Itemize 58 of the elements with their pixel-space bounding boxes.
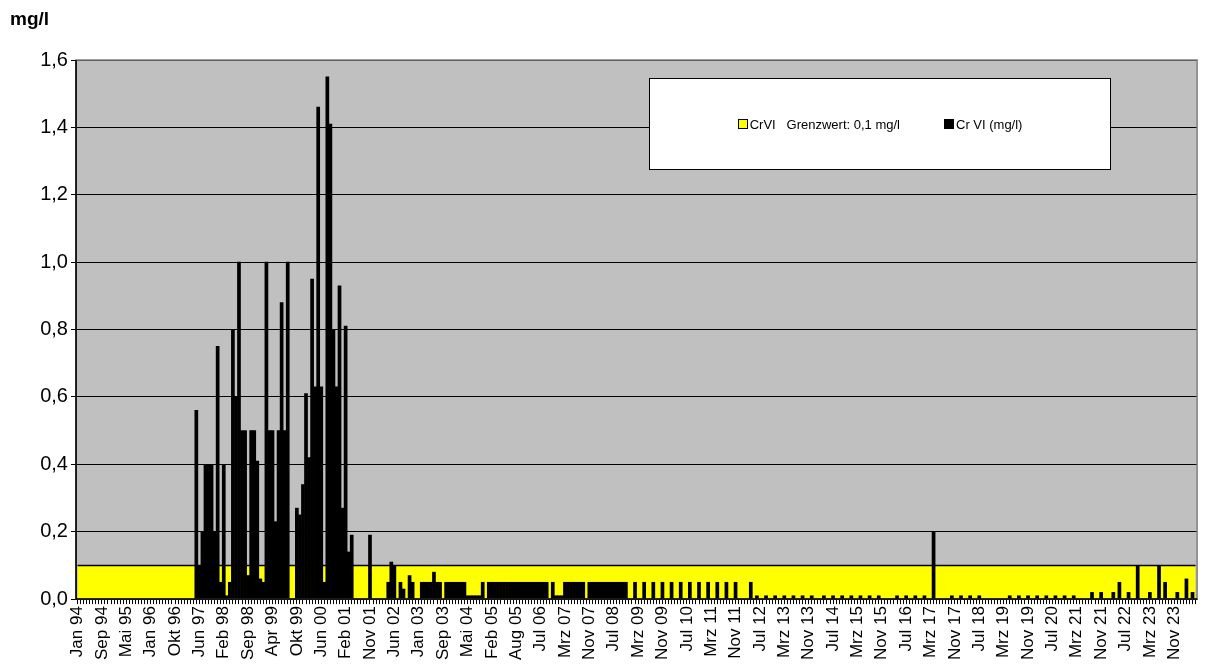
x-tick-label: Jul 06	[530, 606, 550, 652]
x-tick-label: Mrz 19	[993, 606, 1013, 659]
x-tick-label: Apr 99	[262, 606, 282, 657]
x-tick-label: Mrz 09	[627, 606, 647, 659]
y-tick-label: 0,6	[40, 384, 68, 407]
x-tick-label: Jan 96	[140, 606, 160, 658]
x-tick-label: Okt 96	[164, 606, 184, 657]
x-tick-label: Feb 01	[335, 606, 355, 660]
x-tick-label: Jul 10	[676, 606, 696, 652]
x-tick-label: Feb 98	[213, 606, 233, 660]
x-tick-label: Jan 94	[67, 606, 87, 658]
x-tick-label: Jun 00	[310, 606, 330, 658]
x-tick-label: Mrz 17	[920, 606, 940, 659]
y-tick-label: 0,4	[40, 451, 68, 474]
y-tick-label: 1,6	[40, 47, 68, 70]
x-tick-label: Jun 02	[384, 606, 404, 658]
x-tick-label: Feb 05	[481, 606, 501, 660]
x-tick-label: Nov 01	[359, 606, 379, 660]
x-tick-label: Okt 99	[286, 606, 306, 657]
x-tick-label: Mrz 23	[1139, 606, 1159, 659]
x-tick-label: Jul 16	[895, 606, 915, 652]
y-tick-label: 0,0	[40, 586, 68, 609]
x-tick-label: Jul 20	[1042, 606, 1062, 652]
x-tick-label: Mrz 07	[554, 606, 574, 659]
x-tick-label: Mrz 15	[847, 606, 867, 659]
x-tick-label: Nov 21	[1090, 606, 1110, 660]
x-tick-label: Jul 22	[1115, 606, 1135, 652]
x-tick-label: Aug 05	[505, 606, 525, 661]
x-tick-label: Nov 07	[579, 606, 599, 660]
y-tick-label: 1,0	[40, 249, 68, 272]
x-tick-label: Nov 13	[798, 606, 818, 660]
y-tick-label: 0,2	[40, 519, 68, 542]
x-tick-label: Nov 17	[944, 606, 964, 660]
x-tick-label: Mrz 21	[1066, 606, 1086, 659]
x-tick-label: Nov 09	[652, 606, 672, 660]
y-tick-label: 1,2	[40, 182, 68, 205]
legend-label: CrVI Grenzwert: 0,1 mg/l	[749, 116, 900, 132]
x-tick-label: Jul 18	[968, 606, 988, 652]
x-tick-label: Sep 98	[237, 606, 257, 661]
y-tick-label: 0,8	[40, 317, 68, 340]
x-tick-label: Jan 03	[408, 606, 428, 658]
x-tick-label: Nov 19	[1017, 606, 1037, 660]
y-axis-title: mg/l	[10, 8, 50, 30]
y-tick-label: 1,4	[40, 114, 68, 137]
x-tick-label: Mai 04	[457, 606, 477, 658]
x-tick-label: Sep 94	[91, 606, 111, 661]
x-tick-label: Nov 23	[1163, 606, 1183, 660]
x-tick-label: Jun 97	[189, 606, 209, 658]
x-tick-label: Jul 12	[749, 606, 769, 652]
x-tick-label: Sep 03	[432, 606, 452, 661]
x-tick-label: Mrz 11	[700, 606, 720, 657]
x-tick-label: Nov 11	[725, 606, 745, 659]
legend-label: Cr VI (mg/l)	[956, 116, 1023, 132]
x-tick-label: Nov 15	[871, 606, 891, 660]
x-tick-label: Jul 14	[822, 606, 842, 652]
x-tick-label: Mai 95	[115, 606, 135, 658]
x-tick-label: Mrz 13	[773, 606, 793, 659]
x-tick-label: Jul 08	[603, 606, 623, 652]
